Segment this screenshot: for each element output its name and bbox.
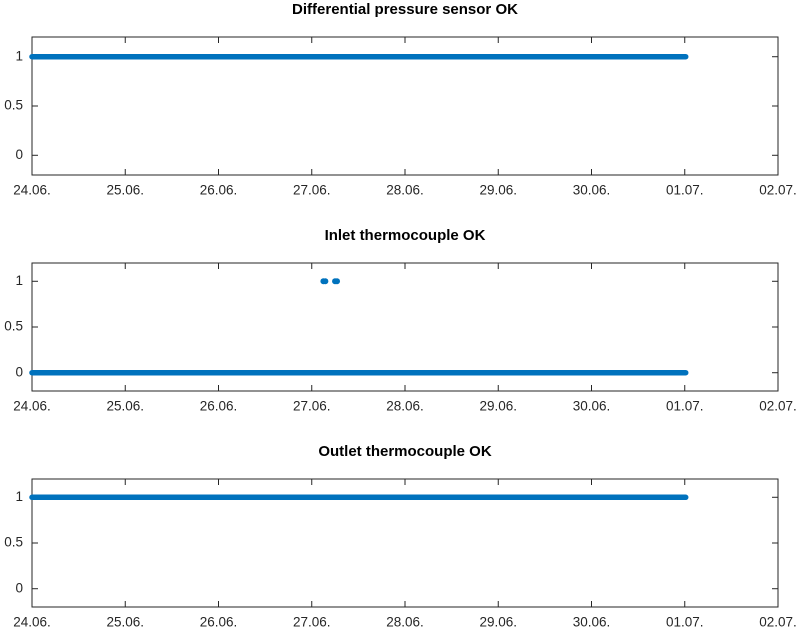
y-tick-label: 1 [15, 489, 23, 504]
x-tick-label: 01.07. [666, 399, 704, 414]
x-tick-label: 01.07. [666, 183, 704, 198]
x-tick-label: 02.07. [759, 399, 797, 414]
x-tick-label: 26.06. [200, 399, 238, 414]
x-tick-label: 29.06. [479, 399, 517, 414]
y-tick-label: 0.5 [4, 535, 23, 550]
x-tick-label: 01.07. [666, 615, 704, 630]
y-tick-label: 0.5 [4, 319, 23, 334]
x-tick-label: 27.06. [293, 399, 331, 414]
chart-panel: Differential pressure sensor OK 0 0.5 1 24.0… [4, 1, 797, 198]
y-tick-label: 0 [15, 147, 23, 162]
chart-title: Outlet thermocouple OK [318, 443, 492, 460]
x-tick-label: 30.06. [573, 183, 611, 198]
x-tick-label: 02.07. [759, 183, 797, 198]
x-tick-label: 28.06. [386, 399, 424, 414]
x-tick-label: 30.06. [573, 399, 611, 414]
data-point [334, 278, 341, 285]
x-tick-label: 29.06. [479, 615, 517, 630]
chart-title: Differential pressure sensor OK [292, 1, 518, 18]
chart-panel: Inlet thermocouple OK 0 0.5 1 24.06. 25.06. 26… [4, 227, 797, 414]
x-tick-label: 30.06. [573, 615, 611, 630]
x-tick-label: 27.06. [293, 183, 331, 198]
x-tick-label: 25.06. [106, 399, 144, 414]
x-tick-label: 26.06. [200, 615, 238, 630]
x-tick-label: 26.06. [200, 183, 238, 198]
x-tick-label: 25.06. [106, 615, 144, 630]
x-tick-label: 24.06. [13, 399, 51, 414]
x-tick-label: 25.06. [106, 183, 144, 198]
y-tick-label: 0.5 [4, 98, 23, 113]
data-point [322, 278, 329, 285]
x-tick-label: 24.06. [13, 183, 51, 198]
x-tick-label: 02.07. [759, 615, 797, 630]
y-tick-label: 1 [15, 48, 23, 63]
x-tick-label: 29.06. [479, 183, 517, 198]
x-tick-label: 28.06. [386, 615, 424, 630]
y-tick-label: 0 [15, 364, 23, 379]
x-tick-label: 27.06. [293, 615, 331, 630]
x-tick-label: 28.06. [386, 183, 424, 198]
chart-title: Inlet thermocouple OK [325, 227, 486, 244]
x-tick-label: 24.06. [13, 615, 51, 630]
y-tick-label: 1 [15, 273, 23, 288]
y-tick-label: 0 [15, 580, 23, 595]
chart-panel: Outlet thermocouple OK 0 0.5 1 24.06. 25.06. 2… [4, 443, 797, 630]
